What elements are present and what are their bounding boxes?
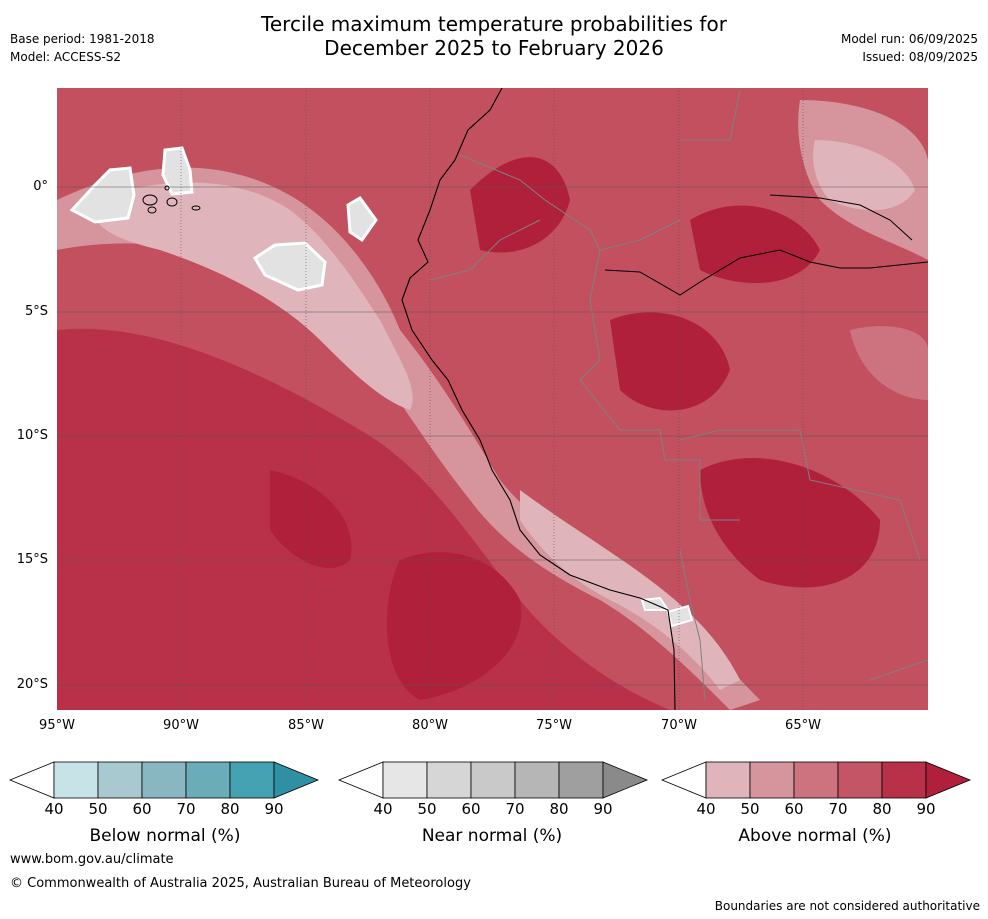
lon-label-90w: 90°W	[163, 718, 199, 733]
contour-90-amazon-south	[610, 312, 730, 411]
contour-90-amazon	[690, 205, 820, 284]
above-normal-title: Above normal (%)	[738, 826, 892, 846]
map-title: Tercile maximum temperature probabilitie…	[0, 12, 988, 60]
above-tick-80: 80	[872, 800, 892, 818]
near-colorbar-low-extend	[337, 761, 384, 799]
contour-90-altiplano	[700, 458, 880, 588]
model-label: Model: ACCESS-S2	[10, 50, 122, 64]
colorbars	[8, 761, 972, 799]
near-colorbar	[337, 761, 649, 799]
below-tick-60: 60	[132, 800, 152, 818]
above-tick-60: 60	[784, 800, 804, 818]
lat-label-10s: 10°S	[16, 428, 48, 443]
base-period-label: Base period: 1981-2018	[10, 32, 155, 46]
contour-90-south	[386, 552, 522, 700]
above-colorbar-swatch	[749, 761, 795, 799]
near-colorbar-high-extend	[602, 761, 649, 799]
amazon-estuary	[769, 194, 913, 241]
model-run-label: Model run: 06/09/2025	[840, 32, 978, 46]
below-colorbar-high-extend	[273, 761, 320, 799]
latitude-lines	[57, 186, 928, 686]
near-tick-90: 90	[593, 800, 613, 818]
above-colorbar	[660, 761, 972, 799]
contour-90-offshore-core	[270, 470, 352, 569]
contour-40-coastal-south	[520, 490, 740, 690]
above-tick-90: 90	[916, 800, 936, 818]
near-tick-40: 40	[373, 800, 393, 818]
website-link[interactable]: www.bom.gov.au/climate	[10, 852, 174, 867]
near-normal-patch-1	[69, 166, 136, 224]
lon-label-80w: 80°W	[412, 718, 448, 733]
near-colorbar-swatch	[426, 761, 472, 799]
lat-label-5s: 5°S	[24, 304, 48, 319]
below-colorbar-low-extend	[8, 761, 55, 799]
title-line-1: Tercile maximum temperature probabilitie…	[261, 12, 727, 36]
below-tick-70: 70	[176, 800, 196, 818]
below-colorbar-swatch	[53, 761, 99, 799]
near-colorbar-swatch	[558, 761, 604, 799]
above-colorbar-swatch	[837, 761, 883, 799]
below-tick-90: 90	[264, 800, 284, 818]
below-colorbar-swatch	[229, 761, 275, 799]
near-tick-50: 50	[417, 800, 437, 818]
lat-label-0: 0°	[33, 179, 48, 194]
below-normal-title: Below normal (%)	[89, 826, 241, 846]
near-colorbar-swatch	[514, 761, 560, 799]
near-normal-patch-7	[666, 604, 694, 628]
lon-label-85w: 85°W	[288, 718, 324, 733]
disclaimer-text: Boundaries are not considered authoritat…	[714, 899, 980, 913]
above-colorbar-high-extend	[925, 761, 972, 799]
contour-50-east	[850, 326, 928, 400]
below-tick-40: 40	[44, 800, 64, 818]
above-colorbar-swatch	[793, 761, 839, 799]
country-borders	[429, 89, 928, 701]
contour-90-land-north	[470, 157, 570, 253]
below-colorbar-swatch	[97, 761, 143, 799]
galapagos-islands	[142, 185, 201, 214]
near-tick-70: 70	[505, 800, 525, 818]
above-tick-50: 50	[740, 800, 760, 818]
coastline	[401, 88, 676, 710]
above-tick-70: 70	[828, 800, 848, 818]
above-colorbar-swatch	[881, 761, 927, 799]
near-tick-80: 80	[549, 800, 569, 818]
lat-label-15s: 15°S	[16, 552, 48, 567]
lon-label-95w: 95°W	[39, 718, 75, 733]
contour-40-coastal-inner	[90, 182, 413, 410]
lon-label-70w: 70°W	[661, 718, 697, 733]
lat-label-20s: 20°S	[16, 677, 48, 692]
near-colorbar-swatch	[382, 761, 428, 799]
title-line-2: December 2025 to February 2026	[324, 36, 664, 60]
above-colorbar-swatch	[705, 761, 751, 799]
below-colorbar-swatch	[185, 761, 231, 799]
near-normal-title: Near normal (%)	[421, 826, 563, 846]
amazon-river	[604, 249, 928, 296]
contour-50-ne-inner	[813, 140, 915, 211]
above-colorbar-low-extend	[660, 761, 707, 799]
copyright-text: © Commonwealth of Australia 2025, Austra…	[10, 876, 471, 891]
near-colorbar-swatch	[470, 761, 516, 799]
lon-label-75w: 75°W	[536, 718, 572, 733]
below-colorbar	[8, 761, 320, 799]
lon-label-65w: 65°W	[785, 718, 821, 733]
near-normal-patch-4	[346, 196, 378, 243]
near-normal-patch-2	[161, 146, 194, 196]
below-tick-80: 80	[220, 800, 240, 818]
near-normal-patch-3	[252, 241, 327, 292]
below-colorbar-swatch	[141, 761, 187, 799]
near-tick-60: 60	[461, 800, 481, 818]
issued-label: Issued: 08/09/2025	[862, 50, 978, 64]
above-tick-40: 40	[696, 800, 716, 818]
below-tick-50: 50	[88, 800, 108, 818]
